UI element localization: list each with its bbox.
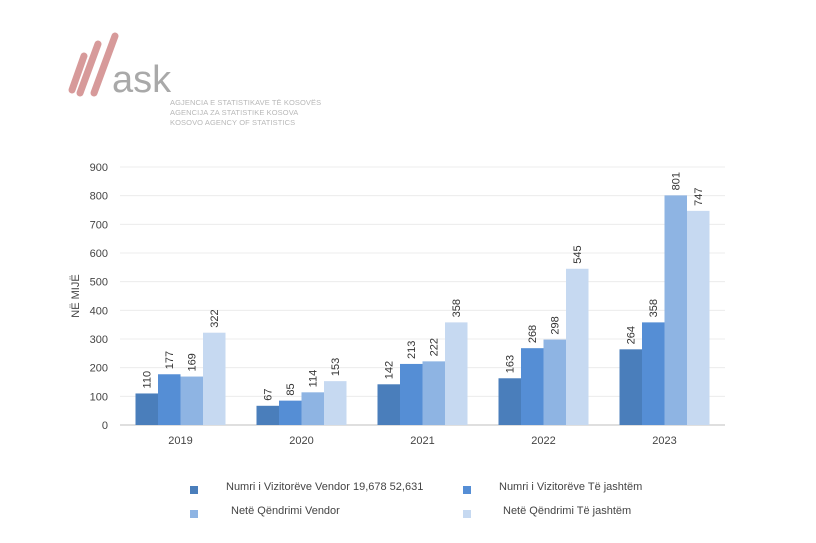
legend-swatch <box>190 510 198 518</box>
bar <box>521 348 544 425</box>
data-label: 163 <box>505 355 517 373</box>
bar <box>543 339 566 425</box>
bar <box>135 393 158 425</box>
y-tick-label: 700 <box>90 219 108 231</box>
data-label: 264 <box>626 326 638 344</box>
x-tick-label: 2020 <box>289 435 313 447</box>
bar <box>180 376 203 425</box>
legend-swatch <box>190 486 198 494</box>
bar <box>445 322 468 425</box>
data-label: 85 <box>285 383 297 395</box>
y-tick-label: 600 <box>90 248 108 260</box>
y-tick-label: 0 <box>102 420 108 432</box>
y-tick-label: 400 <box>90 305 108 317</box>
x-tick-label: 2019 <box>168 435 192 447</box>
data-label: 222 <box>429 338 441 356</box>
bar <box>687 210 710 425</box>
data-label: 142 <box>384 361 396 379</box>
logo-word: ask <box>112 59 172 101</box>
legend-label: Netë Qëndrimi Të jashtëm <box>503 505 632 517</box>
logo-stripes-icon: ask <box>68 32 172 101</box>
data-label: 67 <box>263 389 275 401</box>
x-tick-label: 2022 <box>531 435 555 447</box>
y-axis-title: NË MIJË <box>70 274 82 317</box>
data-label: 298 <box>550 316 562 334</box>
logo-line-1: AGJENCIA E STATISTIKAVE TË KOSOVËS <box>170 98 322 107</box>
ask-logo: ask AGJENCIA E STATISTIKAVE TË KOSOVËS A… <box>62 28 321 143</box>
y-tick-label: 500 <box>90 277 108 289</box>
bar <box>301 392 324 425</box>
bar <box>256 405 279 425</box>
bar <box>279 400 302 425</box>
x-tick-label: 2021 <box>410 435 434 447</box>
bar <box>422 361 445 425</box>
legend-label: Numri i Vizitorëve Të jashtëm <box>499 481 643 493</box>
data-label: 114 <box>308 370 320 388</box>
y-tick-label: 900 <box>90 162 108 174</box>
data-label: 545 <box>572 245 584 263</box>
logo-line-2: AGENCIJA ZA STATISTIKE KOSOVA <box>170 108 299 117</box>
bar <box>642 322 665 425</box>
data-label: 358 <box>648 299 660 317</box>
bar <box>203 332 226 425</box>
data-label: 110 <box>142 371 154 389</box>
bar <box>377 384 400 425</box>
data-label: 801 <box>671 172 683 190</box>
data-label: 747 <box>693 188 705 206</box>
y-tick-label: 100 <box>90 391 108 403</box>
y-tick-label: 300 <box>90 334 108 346</box>
bar <box>324 381 347 425</box>
data-label: 153 <box>330 358 342 376</box>
data-label: 169 <box>187 353 199 371</box>
y-tick-label: 200 <box>90 363 108 375</box>
legend-swatch <box>463 510 471 518</box>
y-tick-label: 800 <box>90 191 108 203</box>
data-label: 322 <box>209 309 221 327</box>
bar <box>498 378 521 425</box>
x-tick-label: 2023 <box>652 435 676 447</box>
bar <box>400 363 423 425</box>
data-label: 213 <box>406 341 418 359</box>
data-label: 177 <box>164 351 176 369</box>
legend-label: Netë Qëndrimi Vendor <box>231 505 340 517</box>
data-label: 268 <box>527 325 539 343</box>
logo-line-3: KOSOVO AGENCY OF STATISTICS <box>170 118 296 127</box>
legend-label: Numri i Vizitorëve Vendor 19,678 52,631 <box>226 481 424 493</box>
bar <box>619 349 642 425</box>
legend-swatch <box>463 486 471 494</box>
bar <box>158 374 181 425</box>
bar <box>566 268 589 425</box>
data-label: 358 <box>451 299 463 317</box>
bar <box>664 195 687 425</box>
